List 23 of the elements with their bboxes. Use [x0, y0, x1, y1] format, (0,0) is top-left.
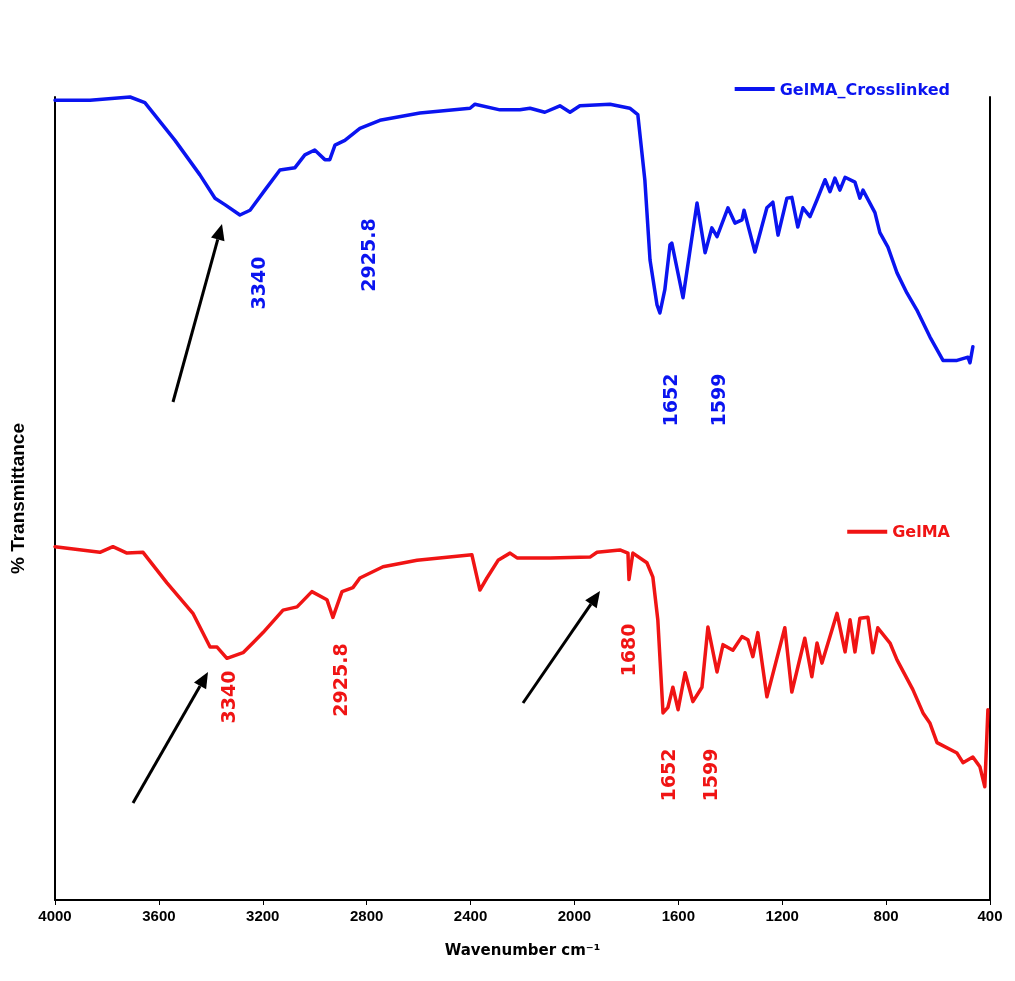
x-axis-title: Wavenumber cm⁻¹	[444, 940, 601, 959]
x-tick-label: 4000	[38, 907, 72, 924]
annotation: 1652	[659, 373, 681, 427]
x-tick-label: 1600	[661, 907, 696, 924]
y-axis-title: % Transmittance	[7, 423, 28, 574]
legend-label: GelMA_Crosslinked	[779, 79, 951, 99]
x-tick-label: 3200	[246, 907, 280, 924]
x-tick-label: 1200	[765, 907, 799, 924]
x-tick-label: 800	[873, 907, 899, 924]
legend-label: GelMA	[892, 522, 951, 542]
annotation: 2925.8	[329, 643, 351, 717]
x-tick-label: 2000	[557, 907, 592, 924]
annotation: 1680	[617, 623, 639, 677]
annotation: 3340	[217, 670, 239, 724]
x-tick-label: 400	[977, 907, 1003, 924]
x-tick-label: 2800	[349, 907, 384, 924]
annotation: 3340	[247, 256, 269, 310]
annotation: 2925.8	[357, 218, 379, 292]
annotation: 1599	[699, 748, 721, 802]
annotation: 1652	[657, 748, 679, 802]
x-tick-label: 3600	[142, 907, 176, 924]
x-tick-label: 2400	[453, 907, 488, 924]
annotation: 1599	[707, 373, 729, 427]
